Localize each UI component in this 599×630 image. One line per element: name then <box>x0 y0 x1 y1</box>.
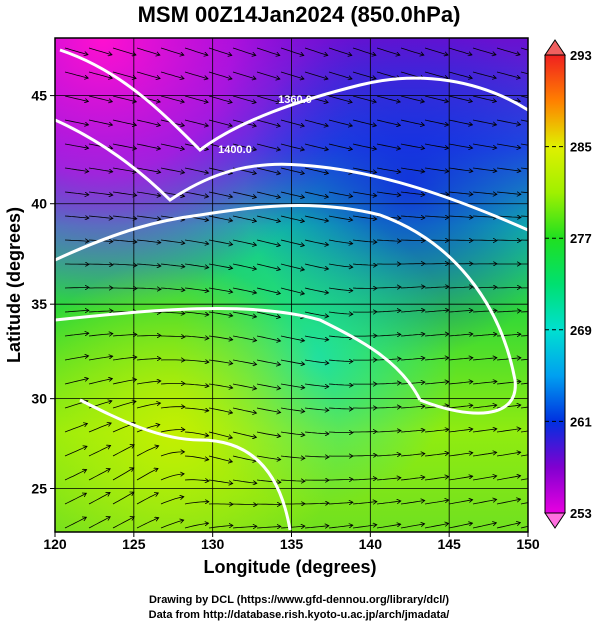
colorbar-tick-label: 277 <box>570 231 592 246</box>
y-tick-label: 45 <box>31 88 47 104</box>
x-tick-label: 125 <box>122 536 146 552</box>
colorbar-tick-label: 293 <box>570 48 592 63</box>
colorbar-body <box>545 55 565 513</box>
y-tick-label: 25 <box>31 480 47 496</box>
colorbar-min-arrow <box>545 513 565 528</box>
x-tick-label: 145 <box>437 536 461 552</box>
plot-area: 1360.0 1400.0 <box>55 38 545 532</box>
streamlines <box>65 48 545 528</box>
y-tick-label: 40 <box>31 196 47 212</box>
streamline <box>425 264 449 265</box>
credit: Data from http://database.rish.kyoto-u.a… <box>149 609 450 621</box>
x-tick-label: 130 <box>201 536 225 552</box>
x-tick-label: 120 <box>43 536 67 552</box>
colorbar-tick-label: 253 <box>570 506 592 521</box>
y-axis-label: Latitude (degrees) <box>4 207 24 363</box>
x-tick-label: 140 <box>359 536 383 552</box>
colorbar-tick-label: 269 <box>570 323 592 338</box>
y-tick-label: 35 <box>31 296 47 312</box>
colorbar-tick-label: 285 <box>570 140 592 155</box>
credit: Drawing by DCL (https://www.gfd-dennou.o… <box>149 594 449 606</box>
contour-label: 1400.0 <box>218 144 252 156</box>
title: MSM 00Z14Jan2024 (850.0hPa) <box>138 2 461 27</box>
x-tick-label: 135 <box>280 536 304 552</box>
x-axis-label: Longitude (degrees) <box>203 557 376 577</box>
x-tick-label: 150 <box>516 536 540 552</box>
colorbar-max-arrow <box>545 40 565 55</box>
colorbar: 253 261 269 277 285 293 <box>545 40 592 528</box>
y-tick-label: 30 <box>31 391 47 407</box>
streamline <box>521 288 545 289</box>
colorbar-tick-label: 261 <box>570 414 592 429</box>
contour-label: 1360.0 <box>278 94 312 106</box>
